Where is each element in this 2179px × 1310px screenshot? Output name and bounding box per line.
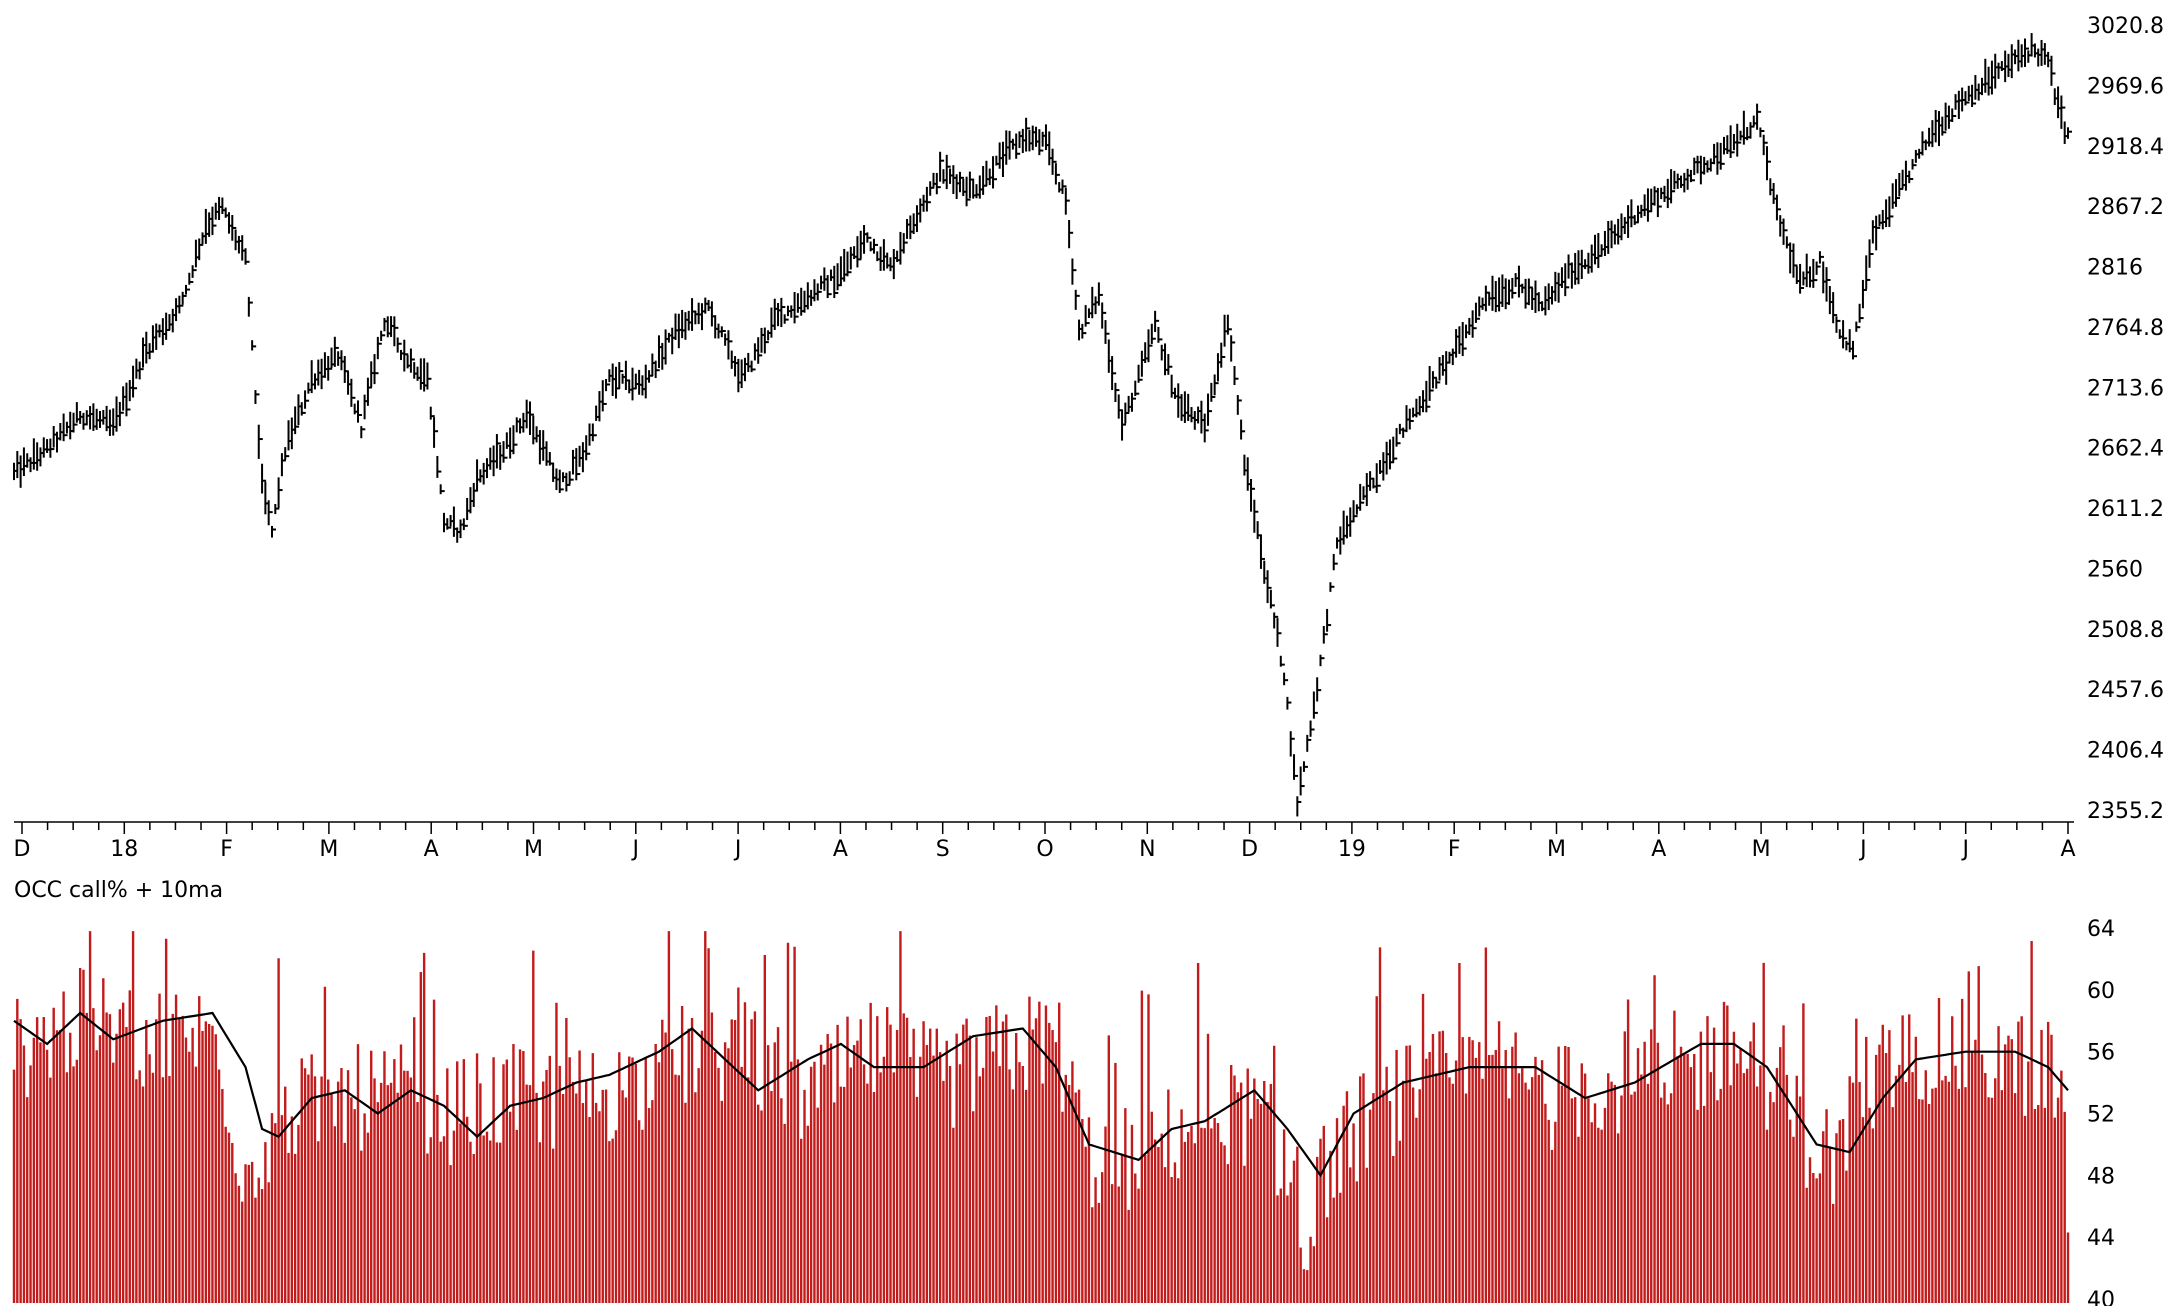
price-tick-label: 2457.6 xyxy=(2087,678,2164,703)
x-month-label: S xyxy=(936,837,950,862)
x-month-label: F xyxy=(1448,837,1461,862)
price-tick-label: 2764.8 xyxy=(2087,316,2164,341)
x-axis: D 18 F M A M J J A S O N D 19 F M A M J J A xyxy=(14,821,2076,862)
price-tick-label: 2969.6 xyxy=(2087,74,2164,99)
x-month-label: J xyxy=(1960,837,1969,862)
x-month-label: N xyxy=(1139,837,1155,862)
x-month-label: D xyxy=(1241,837,1258,862)
x-month-label: F xyxy=(220,837,233,862)
occ-bars xyxy=(12,931,2070,1303)
price-tick-label: 2508.8 xyxy=(2087,618,2164,643)
x-month-label: J xyxy=(1858,837,1867,862)
x-month-label: D xyxy=(14,837,31,862)
occ-tick-label: 56 xyxy=(2087,1041,2115,1066)
occ-tick-label: 40 xyxy=(2087,1288,2115,1306)
x-month-label: A xyxy=(1651,837,1666,862)
occ-tick-label: 52 xyxy=(2087,1103,2115,1128)
occ-tick-label: 64 xyxy=(2087,917,2115,942)
price-tick-label: 2713.6 xyxy=(2087,376,2164,401)
occ-tick-label: 44 xyxy=(2087,1226,2115,1251)
lower-panel-title: OCC call% + 10ma xyxy=(14,878,223,903)
occ-tick-label: 48 xyxy=(2087,1164,2115,1189)
price-tick-label: 2662.4 xyxy=(2087,437,2164,462)
x-month-label: J xyxy=(631,837,640,862)
lower-axis: 64 60 56 52 48 44 40 xyxy=(2087,917,2115,1310)
x-month-label: J xyxy=(733,837,742,862)
price-tick-label: 2918.4 xyxy=(2087,135,2164,160)
price-tick-label: 2867.2 xyxy=(2087,195,2164,220)
x-month-label: 18 xyxy=(110,837,138,862)
price-tick-label: 3020.8 xyxy=(2087,14,2164,39)
x-month-label: O xyxy=(1036,837,1053,862)
x-month-label: A xyxy=(2060,837,2075,862)
occ-ma-line xyxy=(13,1011,2069,1178)
x-month-label: 19 xyxy=(1338,837,1366,862)
x-month-label: M xyxy=(1547,837,1566,862)
price-axis: 3020.8 2969.6 2918.4 2867.2 2816 2764.8 2713.6… xyxy=(2087,14,2164,824)
price-tick-label: 2611.2 xyxy=(2087,497,2164,522)
x-month-label: A xyxy=(833,837,848,862)
x-month-label: M xyxy=(524,837,543,862)
occ-tick-label: 60 xyxy=(2087,979,2115,1004)
x-month-label: A xyxy=(424,837,439,862)
price-tick-label: 2560 xyxy=(2087,557,2143,582)
price-tick-label: 2406.4 xyxy=(2087,739,2164,764)
price-bars xyxy=(13,33,2072,817)
price-tick-label: 2355.2 xyxy=(2087,799,2164,824)
x-month-label: M xyxy=(319,837,338,862)
price-tick-label: 2816 xyxy=(2087,256,2143,281)
x-month-label: M xyxy=(1752,837,1771,862)
